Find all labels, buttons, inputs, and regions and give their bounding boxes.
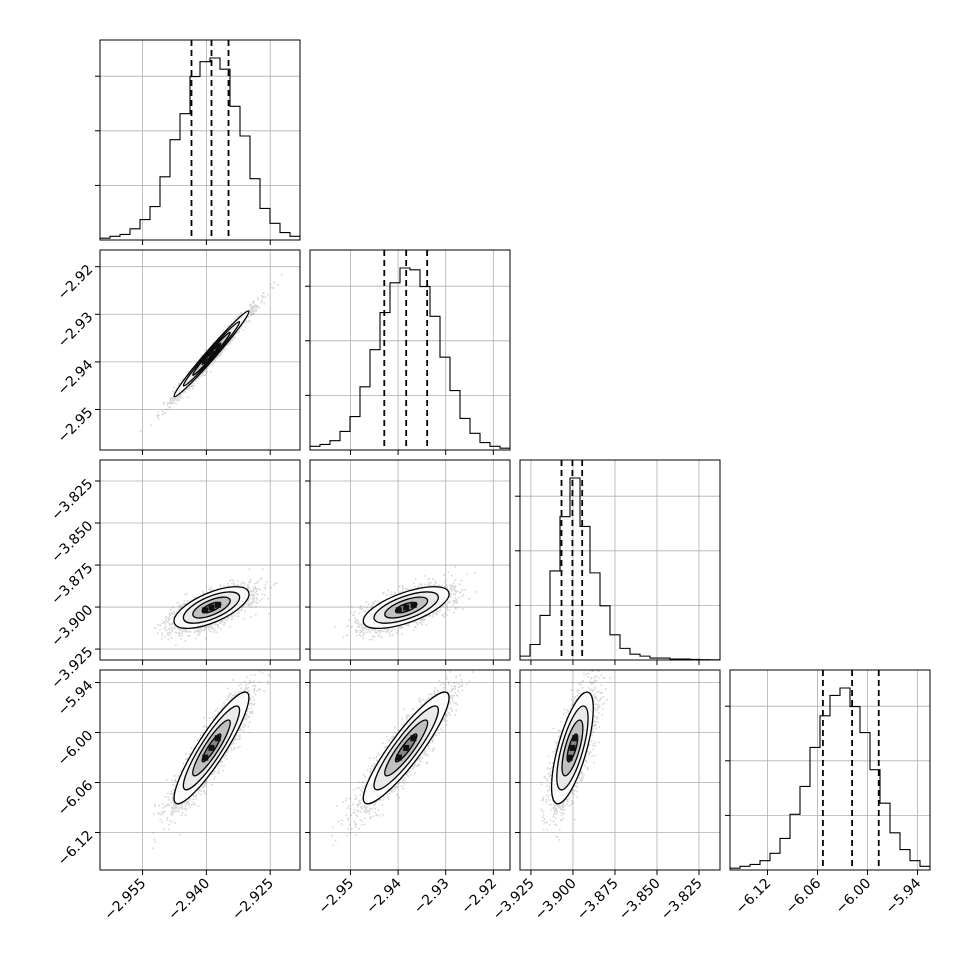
histogram-step — [730, 687, 930, 870]
panel-border — [99, 669, 301, 871]
y-tick-label: −3.875 — [48, 560, 96, 608]
density-peak-cell — [214, 601, 221, 608]
density-panel-1-0 — [95, 249, 301, 455]
y-tick-label: −2.93 — [55, 309, 97, 351]
density-peak-cell — [208, 744, 215, 751]
density-peak-cell — [403, 744, 410, 751]
panel-border — [99, 249, 301, 451]
y-tick-label: −3.900 — [48, 602, 96, 650]
panel-border — [309, 669, 511, 871]
density-peak-cell — [395, 607, 402, 614]
histogram-step — [310, 267, 510, 450]
density-peak-cell — [410, 735, 417, 742]
density-panel-3-2 — [515, 669, 721, 875]
panel-border — [519, 669, 721, 871]
density-peak-cell — [569, 744, 576, 751]
density-peak-cell — [566, 754, 573, 761]
panel-border — [309, 459, 511, 661]
x-tick-label: −3.850 — [616, 876, 664, 924]
density-peak-cell — [410, 601, 417, 608]
density-panel-2-0 — [95, 459, 301, 665]
density-peak-cell — [201, 358, 208, 365]
x-tick-label: −6.00 — [833, 876, 875, 918]
hist-panel-3 — [725, 669, 931, 875]
hist-panel-1 — [305, 249, 511, 455]
x-tick-label: −6.06 — [783, 875, 825, 917]
y-tick-label: −3.825 — [48, 476, 96, 524]
density-panel-3-1 — [305, 669, 511, 875]
x-tick-label: −2.94 — [363, 875, 405, 917]
panel-border — [99, 39, 301, 241]
density-peak-cell — [202, 607, 209, 614]
y-tick-label: −3.850 — [48, 518, 96, 566]
x-tick-label: −3.900 — [532, 876, 580, 924]
x-tick-label: −2.955 — [101, 876, 149, 924]
density-peak-cell — [208, 350, 215, 357]
x-tick-label: −2.93 — [411, 876, 453, 918]
panel-border — [99, 459, 301, 661]
y-tick-label: −6.00 — [55, 728, 97, 770]
density-peak-cell — [215, 343, 222, 350]
y-tick-label: −2.94 — [55, 357, 97, 399]
histogram-step — [520, 477, 720, 660]
panel-border — [309, 249, 511, 451]
x-tick-label: −2.940 — [165, 876, 213, 924]
density-layer — [139, 274, 283, 432]
density-peak-cell — [202, 754, 209, 761]
density-layer — [331, 671, 474, 847]
x-tick-label: −5.94 — [883, 875, 925, 917]
density-layer — [334, 566, 477, 641]
x-tick-label: −3.825 — [658, 876, 706, 924]
x-tick-label: −6.12 — [733, 876, 775, 918]
density-peak-cell — [403, 604, 410, 611]
density-layer — [540, 670, 611, 841]
y-tick-label: −6.12 — [55, 828, 97, 870]
y-tick-label: −2.95 — [55, 405, 97, 447]
density-peak-cell — [395, 754, 402, 761]
density-peak-cell — [214, 735, 221, 742]
density-panel-3-0 — [95, 669, 301, 875]
density-layer — [154, 568, 278, 646]
histogram-step — [100, 57, 300, 240]
density-panel-2-1 — [305, 459, 511, 665]
x-tick-label: −2.925 — [229, 876, 277, 924]
y-tick-label: −6.06 — [55, 777, 97, 819]
hist-panel-0 — [95, 39, 301, 245]
panel-border — [519, 459, 721, 661]
density-peak-cell — [572, 735, 579, 742]
y-tick-label: −2.92 — [55, 262, 97, 304]
hist-panel-2 — [515, 459, 721, 665]
x-tick-label: −3.875 — [574, 876, 622, 924]
x-tick-label: −2.95 — [316, 876, 358, 918]
density-layer — [152, 670, 271, 850]
panel-border — [729, 669, 931, 871]
density-peak-cell — [208, 604, 215, 611]
x-tick-label: −3.925 — [490, 876, 538, 924]
